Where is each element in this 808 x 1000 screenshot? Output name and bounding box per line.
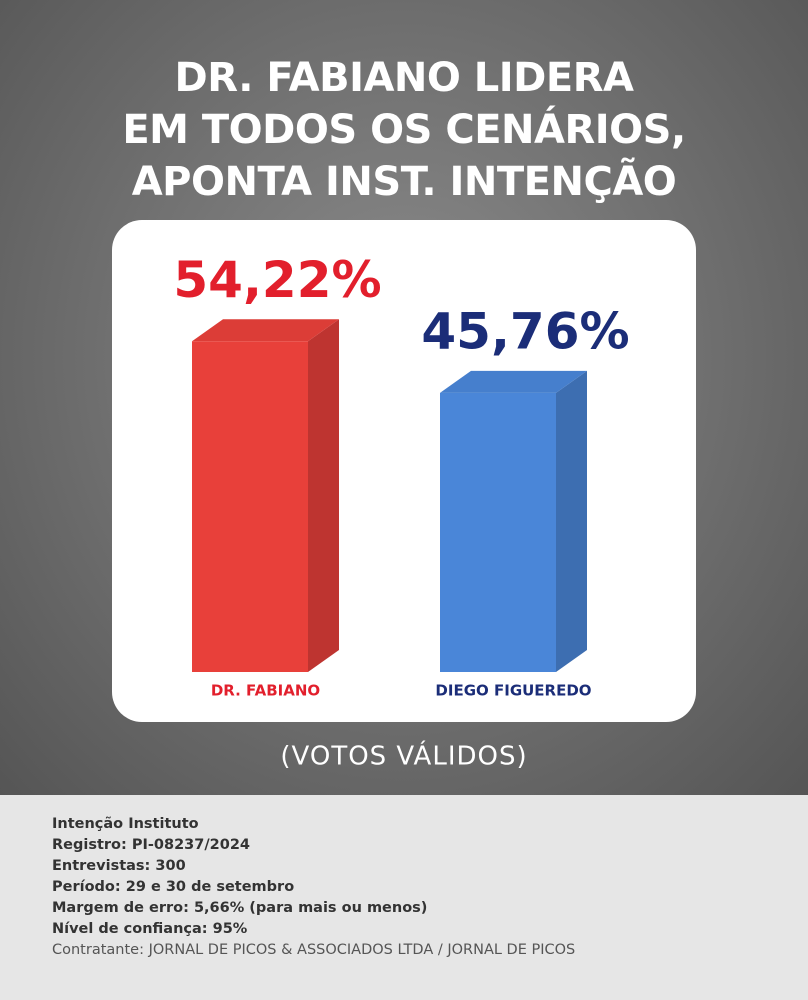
category-label: DIEGO FIGUEREDO — [435, 682, 591, 700]
chart: (VOTOS VÁLIDOS) 54,22% DR. FABIANO 45,76% D… — [173, 250, 630, 772]
value-label: 45,76% — [421, 302, 629, 360]
footer-line: Margem de erro: 5,66% (para mais ou meno… — [52, 900, 428, 916]
footer-line: Contratante: JORNAL DE PICOS & ASSOCIADO… — [52, 942, 576, 958]
value-label: 54,22% — [173, 251, 381, 309]
footer-line: Intenção Instituto — [52, 816, 199, 832]
category-label: DR. FABIANO — [211, 682, 320, 700]
bar — [440, 392, 556, 672]
bar — [192, 341, 308, 672]
footer-line: Registro: PI-08237/2024 — [52, 837, 251, 853]
bar-top — [192, 319, 339, 342]
note: (VOTOS VÁLIDOS) — [280, 740, 527, 772]
title: DR. FABIANO LIDERA EM TODOS OS CENÁRIOS,… — [122, 55, 686, 205]
bar-side — [556, 370, 587, 672]
footer-line: Período: 29 e 30 de setembro — [52, 879, 295, 895]
bar-side — [308, 319, 339, 672]
footer: Intenção Instituto Registro: PI-08237/202… — [0, 795, 808, 1000]
footer-line: Nível de confiança: 95% — [52, 921, 248, 937]
footer-line: Entrevistas: 300 — [52, 858, 186, 874]
bar-top — [440, 370, 587, 393]
